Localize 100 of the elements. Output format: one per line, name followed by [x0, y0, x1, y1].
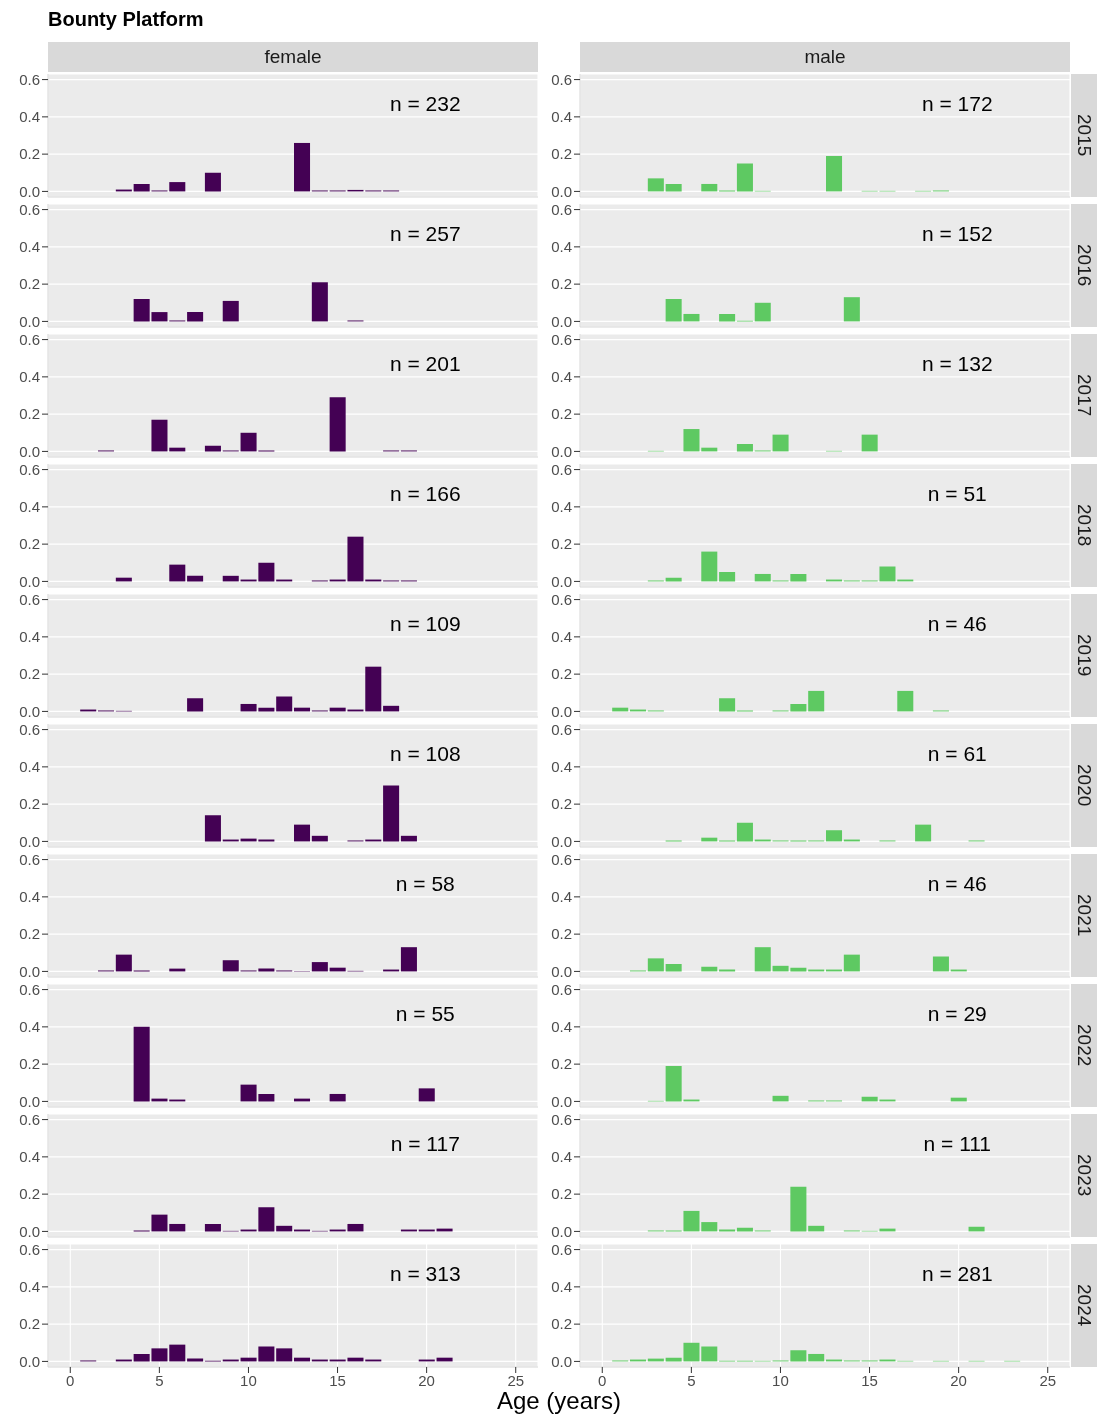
x-tick-label: 0 — [598, 1371, 607, 1389]
y-tick-label: 0.6 — [551, 70, 572, 88]
y-tick-label: 0.4 — [551, 238, 572, 256]
y-tick-label: 0.0 — [551, 1092, 572, 1110]
y-tick-label: 0.2 — [551, 1055, 572, 1073]
y-tick-label: 0.6 — [19, 460, 40, 478]
annotation: n = 111 — [922, 1132, 993, 1156]
y-tick-label: 0.4 — [19, 1018, 40, 1036]
x-tick-label: 25 — [507, 1371, 525, 1389]
annotation: n = 58 — [394, 872, 456, 896]
y-tick-label: 0.6 — [551, 590, 572, 608]
y-tick-label: 0.2 — [19, 1185, 40, 1203]
y-tick-label: 0.2 — [551, 405, 572, 423]
annotation: n = 46 — [926, 612, 988, 636]
y-tick-label: 0.0 — [551, 572, 572, 590]
y-tick-label: 0.6 — [19, 330, 40, 348]
annotation: n = 152 — [920, 222, 994, 246]
annotation: n = 61 — [926, 742, 988, 766]
y-tick-label: 0.4 — [551, 1278, 572, 1296]
y-tick-label: 0.0 — [19, 1352, 40, 1370]
y-tick-label: 0.0 — [551, 962, 572, 980]
y-tick-label: 0.2 — [551, 1185, 572, 1203]
y-tick-label: 0.6 — [551, 850, 572, 868]
y-tick-label: 0.2 — [551, 925, 572, 943]
y-tick-label: 0.2 — [19, 405, 40, 423]
y-tick-label: 0.6 — [551, 720, 572, 738]
y-tick-label: 0.4 — [19, 1278, 40, 1296]
y-tick-label: 0.0 — [551, 702, 572, 720]
y-tick-label: 0.4 — [19, 628, 40, 646]
y-tick-label: 0.0 — [19, 1222, 40, 1240]
y2-axis-title: 2017 — [1073, 374, 1095, 417]
y-tick-label: 0.6 — [551, 1240, 572, 1258]
y-tick-label: 0.4 — [551, 888, 572, 906]
y-tick-label: 0.6 — [551, 200, 572, 218]
annotation: n = 109 — [388, 612, 462, 636]
y-tick-label: 0.2 — [551, 275, 572, 293]
annotation: n = 257 — [388, 222, 462, 246]
y2-axis-title: 2024 — [1073, 1284, 1095, 1327]
y-tick-label: 0.4 — [19, 888, 40, 906]
x-tick-label: 10 — [240, 1371, 257, 1389]
y-tick-label: 0.0 — [19, 1092, 40, 1110]
annotation: n = 166 — [388, 482, 462, 506]
annotation: n = 108 — [388, 742, 462, 766]
y-tick-label: 0.6 — [19, 1110, 40, 1128]
y-tick-label: 0.2 — [19, 665, 40, 683]
y-tick-label: 0.4 — [19, 758, 40, 776]
y-tick-label: 0.4 — [551, 368, 572, 386]
y-tick-label: 0.2 — [19, 145, 40, 163]
annotation: n = 29 — [926, 1002, 988, 1026]
x-axis-title: Age (years) — [495, 1387, 622, 1415]
y-tick-label: 0.6 — [551, 460, 572, 478]
y-tick-label: 0.0 — [551, 1222, 572, 1240]
x-tick-label: 5 — [687, 1371, 696, 1389]
y-tick-label: 0.6 — [551, 330, 572, 348]
y-tick-label: 0.4 — [551, 628, 572, 646]
y-tick-label: 0.2 — [551, 145, 572, 163]
y-tick-label: 0.6 — [19, 590, 40, 608]
x-tick-label: 15 — [861, 1371, 878, 1389]
y-tick-label: 0.0 — [551, 312, 572, 330]
y-tick-label: 0.6 — [19, 720, 40, 738]
annotation: n = 201 — [388, 352, 462, 376]
y-tick-label: 0.4 — [19, 238, 40, 256]
y2-axis-title: 2023 — [1073, 1154, 1095, 1197]
y-tick-label: 0.4 — [19, 1148, 40, 1166]
annotation: n = 232 — [388, 92, 462, 116]
y2-axis-title: 2021 — [1073, 894, 1095, 937]
y-tick-label: 0.6 — [19, 200, 40, 218]
x-tick-label: 25 — [1039, 1371, 1057, 1389]
y2-axis-title: 2022 — [1073, 1024, 1095, 1067]
x-tick-label: 20 — [950, 1371, 967, 1389]
y-tick-label: 0.2 — [19, 1055, 40, 1073]
y-tick-label: 0.4 — [19, 108, 40, 126]
chart-subtitle: male — [580, 42, 1070, 72]
x-tick-label: 0 — [66, 1371, 75, 1389]
y-tick-label: 0.6 — [551, 1110, 572, 1128]
y-tick-label: 0.4 — [19, 368, 40, 386]
annotation: n = 46 — [926, 872, 988, 896]
y-tick-label: 0.6 — [551, 980, 572, 998]
y-tick-label: 0.0 — [551, 832, 572, 850]
y-tick-label: 0.6 — [19, 850, 40, 868]
y-tick-label: 0.2 — [19, 925, 40, 943]
chart-title: Bounty Platform — [48, 8, 204, 31]
y-tick-label: 0.4 — [551, 1148, 572, 1166]
y-tick-label: 0.2 — [551, 1315, 572, 1333]
y-tick-label: 0.2 — [19, 275, 40, 293]
y-tick-label: 0.2 — [19, 535, 40, 553]
y2-axis-title: 2020 — [1073, 764, 1095, 807]
x-tick-label: 15 — [329, 1371, 346, 1389]
y2-axis-title: 2015 — [1073, 114, 1095, 157]
annotation: n = 132 — [920, 352, 994, 376]
y-tick-label: 0.0 — [551, 442, 572, 460]
y-tick-label: 0.2 — [551, 535, 572, 553]
y-tick-label: 0.6 — [19, 980, 40, 998]
y-tick-label: 0.2 — [19, 1315, 40, 1333]
y-tick-label: 0.0 — [19, 962, 40, 980]
chart-subtitle: female — [48, 42, 538, 72]
y-tick-label: 0.0 — [19, 442, 40, 460]
annotation: n = 117 — [389, 1132, 461, 1156]
y2-axis-title: 2016 — [1073, 244, 1095, 287]
y-tick-label: 0.0 — [19, 572, 40, 590]
